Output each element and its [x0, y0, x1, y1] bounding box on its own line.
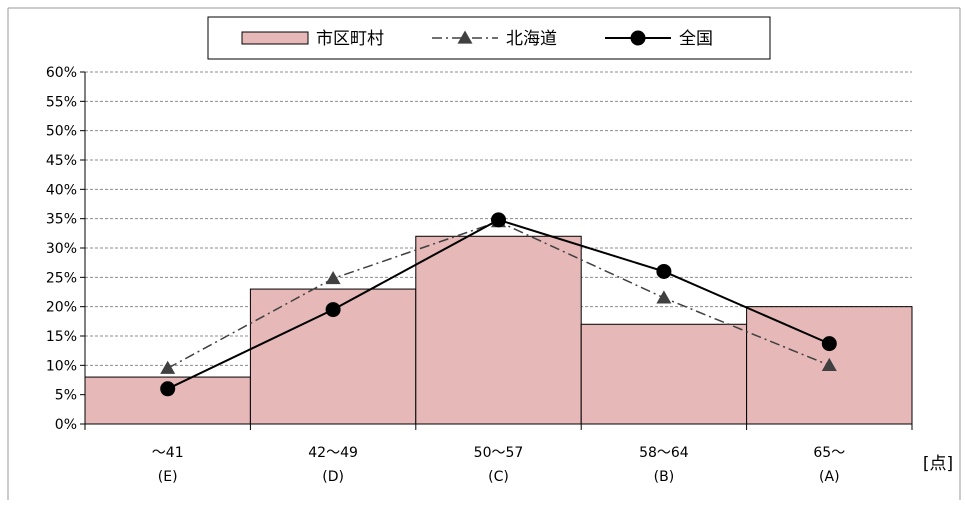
series-2-point — [325, 302, 341, 318]
series-2-point — [821, 336, 837, 352]
y-tick-label: 35% — [46, 212, 77, 228]
x-tick-sublabel: (A) — [819, 469, 840, 485]
x-tick-sublabel: (B) — [654, 469, 675, 485]
x-tick-label: 42〜49 — [308, 445, 358, 461]
x-tick-label: 58〜64 — [639, 445, 689, 461]
x-tick-label: 65〜 — [813, 445, 845, 461]
legend-swatch-marker — [457, 30, 473, 44]
series-1-point — [325, 271, 341, 285]
bar-layer — [84, 235, 913, 425]
y-tick-label: 60% — [46, 65, 77, 81]
legend-label: 北海道 — [506, 29, 557, 49]
legend-swatch-marker — [630, 30, 646, 46]
legend-label: 全国 — [679, 29, 713, 49]
y-tick-label: 25% — [46, 270, 77, 286]
y-tick-label: 30% — [46, 241, 77, 257]
series-1-point — [656, 290, 672, 304]
series-2-point — [656, 263, 672, 279]
x-tick-label: 〜41 — [152, 445, 184, 461]
y-tick-label: 40% — [46, 182, 77, 198]
y-tick-label: 45% — [46, 153, 77, 169]
x-tick-sublabel: (C) — [488, 469, 509, 485]
y-tick-label: 50% — [46, 124, 77, 140]
legend-swatch-bar — [241, 31, 309, 45]
label-layer: 0% 5% 10% 15% 20% 25% 30% 35% 40% 45% 50% 55% 60% 〜41… — [46, 65, 953, 485]
series-1-point — [160, 360, 176, 374]
x-tick-sublabel: (E) — [158, 469, 178, 485]
axis-layer — [80, 71, 913, 430]
line-layer — [160, 212, 837, 397]
y-tick-label: 15% — [46, 329, 77, 345]
series-2-point — [160, 381, 176, 397]
unit-label: [点] — [923, 454, 953, 474]
y-tick-label: 5% — [55, 388, 77, 404]
y-tick-label: 0% — [55, 417, 77, 433]
x-tick-sublabel: (D) — [322, 469, 344, 485]
series-2-point — [491, 212, 506, 228]
x-tick-label: 50〜57 — [474, 445, 524, 461]
y-tick-label: 10% — [46, 358, 77, 374]
bar-4 — [580, 323, 748, 425]
legend: 市区町村 北海道 全国 — [207, 16, 771, 60]
bar-3 — [415, 235, 582, 425]
y-tick-label: 55% — [46, 94, 77, 110]
y-tick-label: 20% — [46, 300, 77, 316]
series-1-point — [821, 357, 837, 371]
legend-label: 市区町村 — [316, 29, 384, 49]
